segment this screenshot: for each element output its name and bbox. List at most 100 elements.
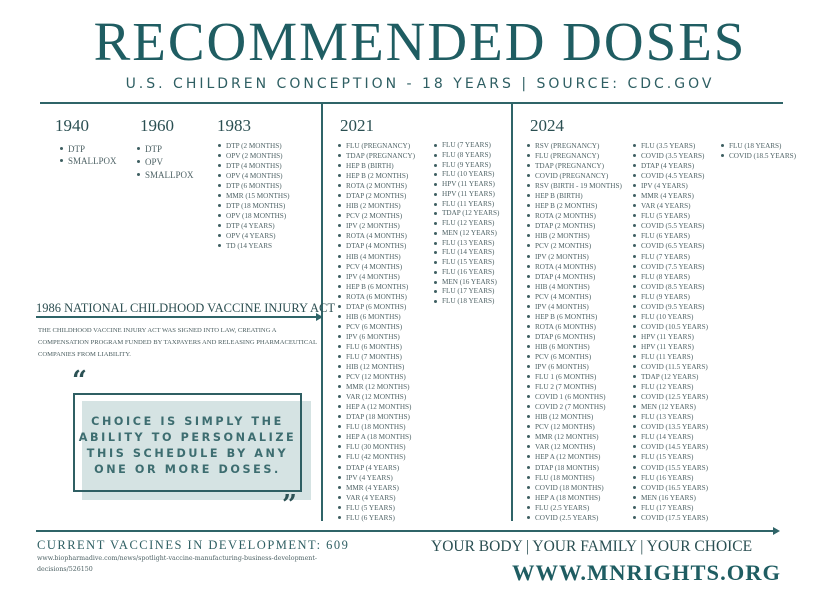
list-item: HEP B (6 MONTHS) bbox=[338, 282, 415, 292]
list-item: FLU (7 YEARS) bbox=[434, 141, 499, 151]
list-item: TDAP (PREGNANCY) bbox=[527, 161, 622, 171]
list-1983: DTP (2 MONTHS) OPV (2 MONTHS) DTP (4 MONTH… bbox=[218, 141, 290, 251]
page-title: RECOMMENDED DOSES bbox=[93, 11, 747, 72]
list-item: FLU (3.5 YEARS) bbox=[633, 141, 708, 151]
list-item: COVID (6.5 YEARS) bbox=[633, 241, 708, 251]
tagline: YOUR BODY | YOUR FAMILY | YOUR CHOICE bbox=[431, 538, 753, 555]
list-item: DTAP (18 MONTHS) bbox=[527, 463, 622, 473]
list-item: COVID (10.5 YEARS) bbox=[633, 322, 708, 332]
list-item: FLU (10 YEARS) bbox=[434, 170, 499, 180]
list-item: FLU (17 YEARS) bbox=[633, 503, 708, 513]
list-item: PCV (2 MONTHS) bbox=[527, 241, 622, 251]
list-item: HEP B (BIRTH) bbox=[527, 191, 622, 201]
list-item: FLU (13 YEARS) bbox=[434, 239, 499, 249]
year-2024: 2024 bbox=[530, 116, 564, 135]
list-item: OPV (18 MONTHS) bbox=[218, 211, 290, 221]
list-item: HPV (11 YEARS) bbox=[434, 180, 499, 190]
list-item: ROTA (4 MONTHS) bbox=[527, 262, 622, 272]
list-item: FLU (PREGNANCY) bbox=[527, 151, 622, 161]
list-item: HEP A (12 MONTHS) bbox=[338, 402, 415, 412]
list-item: FLU (17 YEARS) bbox=[434, 287, 499, 297]
list-item: DTAP (6 MONTHS) bbox=[527, 332, 622, 342]
list-item: FLU (11 YEARS) bbox=[633, 352, 708, 362]
list-item: FLU (6 YEARS) bbox=[633, 231, 708, 241]
list-item: HIB (2 MONTHS) bbox=[338, 201, 415, 211]
list-item: MMR (4 YEARS) bbox=[633, 191, 708, 201]
list-item: FLU (7 YEARS) bbox=[633, 252, 708, 262]
list-item: FLU (5 YEARS) bbox=[338, 503, 415, 513]
list-item: HIB (2 MONTHS) bbox=[527, 231, 622, 241]
list-item: DTAP (4 YEARS) bbox=[633, 161, 708, 171]
list-item: COVID (18 MONTHS) bbox=[527, 483, 622, 493]
list-item: FLU (42 MONTHS) bbox=[338, 452, 415, 462]
year-2021: 2021 bbox=[340, 116, 374, 135]
list-item: HIB (4 MONTHS) bbox=[527, 282, 622, 292]
list-2021-col2: FLU (7 YEARS) FLU (8 YEARS) FLU (9 YEARS) F… bbox=[434, 141, 499, 307]
list-item: OPV bbox=[137, 156, 194, 169]
list-item: COVID (12.5 YEARS) bbox=[633, 392, 708, 402]
list-item: OPV (2 MONTHS) bbox=[218, 151, 290, 161]
list-item: TD (14 YEARS bbox=[218, 241, 290, 251]
list-item: IPV (6 MONTHS) bbox=[527, 362, 622, 372]
list-item: MEN (16 YEARS) bbox=[633, 493, 708, 503]
list-item: PCV (2 MONTHS) bbox=[338, 211, 415, 221]
list-item: FLU (30 MONTHS) bbox=[338, 442, 415, 452]
list-item: FLU (6 MONTHS) bbox=[338, 342, 415, 352]
list-item: IPV (2 MONTHS) bbox=[338, 221, 415, 231]
list-item: DTP bbox=[60, 143, 117, 155]
list-item: FLU 1 (6 MONTHS) bbox=[527, 372, 622, 382]
list-item: COVID 2 (7 MONTHS) bbox=[527, 402, 622, 412]
list-item: HEP A (12 MONTHS) bbox=[527, 452, 622, 462]
act-timeline-line bbox=[36, 316, 318, 318]
act-description: THE CHILDHOOD VACCINE INJURY ACT WAS SIG… bbox=[38, 327, 317, 358]
list-item: VAR (12 MONTHS) bbox=[527, 442, 622, 452]
list-item: HEP A (18 MONTHS) bbox=[338, 432, 415, 442]
list-item: COVID (7.5 YEARS) bbox=[633, 262, 708, 272]
list-item: MMR (12 MONTHS) bbox=[527, 432, 622, 442]
list-item: IPV (4 MONTHS) bbox=[527, 302, 622, 312]
list-item: COVID (16.5 YEARS) bbox=[633, 483, 708, 493]
list-item: ROTA (6 MONTHS) bbox=[338, 292, 415, 302]
divider-2024 bbox=[511, 103, 513, 521]
list-item: HIB (4 MONTHS) bbox=[338, 252, 415, 262]
list-item: ROTA (2 MONTHS) bbox=[338, 181, 415, 191]
divider-2021 bbox=[321, 103, 323, 521]
list-item: DTP (2 MONTHS) bbox=[218, 141, 290, 151]
list-item: HPV (11 YEARS) bbox=[633, 332, 708, 342]
list-item: FLU (12 YEARS) bbox=[633, 382, 708, 392]
list-item: RSV (PREGNANCY) bbox=[527, 141, 622, 151]
list-item: IPV (2 MONTHS) bbox=[527, 252, 622, 262]
list-item: PCV (4 MONTHS) bbox=[338, 262, 415, 272]
list-item: FLU (12 YEARS) bbox=[434, 219, 499, 229]
list-2024-col3: FLU (18 YEARS) COVID (18.5 YEARS) bbox=[721, 141, 796, 161]
list-item: DTAP (2 MONTHS) bbox=[338, 191, 415, 201]
list-item: MMR (15 MONTHS) bbox=[218, 191, 290, 201]
list-item: HIB (6 MONTHS) bbox=[527, 342, 622, 352]
list-item: IPV (4 YEARS) bbox=[633, 181, 708, 191]
list-2021-col1: FLU (PREGNANCY) TDAP (PREGNANCY) HEP B (BI… bbox=[338, 141, 415, 523]
list-1940: DTP SMALLPOX bbox=[60, 143, 117, 167]
list-item: RSV (BIRTH - 19 MONTHS) bbox=[527, 181, 622, 191]
list-item: OPV (4 MONTHS) bbox=[218, 171, 290, 181]
list-item: FLU (15 YEARS) bbox=[633, 452, 708, 462]
list-item: ROTA (4 MONTHS) bbox=[338, 231, 415, 241]
list-item: PCV (6 MONTHS) bbox=[338, 322, 415, 332]
list-item: COVID (5.5 YEARS) bbox=[633, 221, 708, 231]
list-item: PCV (6 MONTHS) bbox=[527, 352, 622, 362]
list-item: SMALLPOX bbox=[137, 169, 194, 182]
list-item: HEP B (2 MONTHS) bbox=[527, 201, 622, 211]
list-1960: DTP OPV SMALLPOX bbox=[137, 143, 194, 182]
bottom-timeline-line bbox=[36, 530, 774, 532]
list-item: HEP A (18 MONTHS) bbox=[527, 493, 622, 503]
list-item: MMR (4 YEARS) bbox=[338, 483, 415, 493]
list-item: IPV (4 YEARS) bbox=[338, 473, 415, 483]
list-item: VAR (4 YEARS) bbox=[633, 201, 708, 211]
list-item: DTAP (4 MONTHS) bbox=[527, 272, 622, 282]
list-item: HPV (11 YEARS) bbox=[434, 190, 499, 200]
list-item: COVID (9.5 YEARS) bbox=[633, 302, 708, 312]
list-item: FLU (8 YEARS) bbox=[434, 151, 499, 161]
list-item: DTAP (4 MONTHS) bbox=[338, 241, 415, 251]
list-item: ROTA (6 MONTHS) bbox=[527, 322, 622, 332]
list-item: IPV (4 MONTHS) bbox=[338, 272, 415, 282]
list-item: DTP (4 MONTHS) bbox=[218, 161, 290, 171]
